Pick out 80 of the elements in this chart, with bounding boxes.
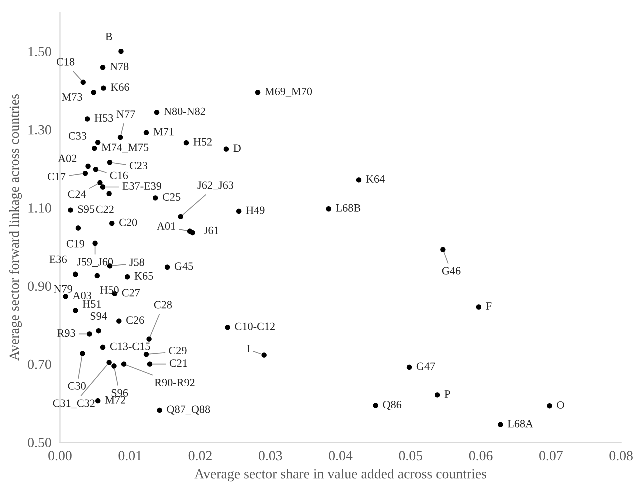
annotation: C26	[126, 316, 144, 324]
annotation: O	[557, 401, 564, 409]
annotation: H52	[194, 138, 212, 146]
x-tick-label: 0.01	[118, 451, 142, 461]
annotation: I	[247, 345, 250, 352]
annotation: E36	[50, 256, 67, 264]
annotation: C13-C15	[110, 342, 150, 350]
annotation: R93	[58, 330, 76, 337]
x-tick-label: 0.06	[469, 451, 493, 461]
annotation: C18	[56, 58, 75, 66]
annotation: P	[444, 390, 450, 398]
annotation: G45	[174, 262, 194, 270]
annotation: J58	[130, 258, 144, 266]
annotation: M73	[62, 94, 82, 101]
annotation: N77	[116, 110, 136, 118]
annotation: L68B	[336, 204, 361, 212]
annotation: N79	[54, 285, 72, 293]
annotation: M74_M75	[102, 144, 149, 153]
annotation: Q87_Q88	[167, 406, 210, 415]
annotation: H50	[100, 286, 119, 294]
y-tick-label: 1.30	[28, 125, 52, 135]
annotation: C31_C32	[53, 400, 95, 409]
y-tick-label: 0.90	[28, 282, 52, 292]
x-axis-title: Average sector share in value added across countries	[194, 468, 486, 482]
annotation: C27	[122, 289, 140, 297]
y-tick-label: 0.70	[28, 360, 52, 370]
annotation: E37-E39	[122, 182, 162, 190]
annotation: N80-N82	[164, 108, 206, 116]
annotation: C24	[68, 190, 86, 198]
x-tick-label: 0.07	[540, 451, 563, 461]
x-tick-label: 0.02	[188, 451, 212, 461]
annotation: C22	[96, 206, 114, 214]
annotation: H51	[82, 300, 102, 308]
annotation: C23	[130, 162, 148, 170]
x-tick-label: 0.05	[399, 451, 423, 461]
y-tick-label: 1.10	[28, 204, 52, 213]
annotation: M69_M70	[265, 88, 312, 97]
annotation: H49	[246, 206, 265, 214]
annotation: D	[234, 144, 241, 152]
annotation: K66	[110, 84, 130, 92]
annotation: J61	[204, 226, 219, 234]
annotation: A01	[157, 222, 176, 230]
annotation: C33	[68, 132, 87, 140]
annotation: C10-C12	[235, 322, 275, 330]
annotation: G47	[416, 362, 436, 370]
x-tick-label: 0.04	[329, 451, 353, 461]
annotation: C28	[154, 301, 172, 309]
annotation: M71	[154, 128, 174, 136]
y-tick-label: 0.50	[28, 438, 52, 448]
annotation: R90-R92	[154, 379, 195, 387]
annotation: N78	[110, 62, 129, 70]
annotation: A02	[58, 154, 77, 162]
annotation: J59_J60	[77, 258, 114, 268]
annotation: C30	[68, 382, 86, 390]
annotation: C19	[66, 240, 84, 248]
annotation: C16	[110, 172, 128, 180]
y-axis-title: Average sector forward linkage across countries	[9, 94, 22, 361]
annotation: G46	[442, 267, 461, 275]
annotation: H53	[94, 114, 114, 122]
x-tick-label: 0.03	[259, 451, 282, 461]
annotation: C25	[163, 193, 181, 201]
annotation: K65	[134, 272, 154, 280]
annotation: K64	[366, 176, 385, 183]
annotation: C29	[169, 347, 187, 355]
annotation: B	[106, 33, 112, 40]
annotation: C21	[170, 360, 188, 368]
annotation: S94	[90, 312, 108, 320]
annotation: C20	[120, 218, 138, 226]
annotation: M72	[105, 396, 126, 404]
annotation: J62_J63	[198, 182, 234, 190]
annotation: S96	[112, 389, 128, 397]
x-tick-label: 0.00	[48, 451, 72, 461]
x-tick-label: 0.08	[610, 451, 633, 461]
annotation: A03	[72, 292, 92, 300]
annotation: Q86	[383, 401, 402, 410]
annotation: L68A	[508, 420, 534, 428]
annotation: S95	[78, 206, 95, 214]
annotation: F	[486, 302, 492, 310]
annotation: C17	[48, 173, 66, 180]
y-tick-label: 1.50	[28, 47, 52, 57]
